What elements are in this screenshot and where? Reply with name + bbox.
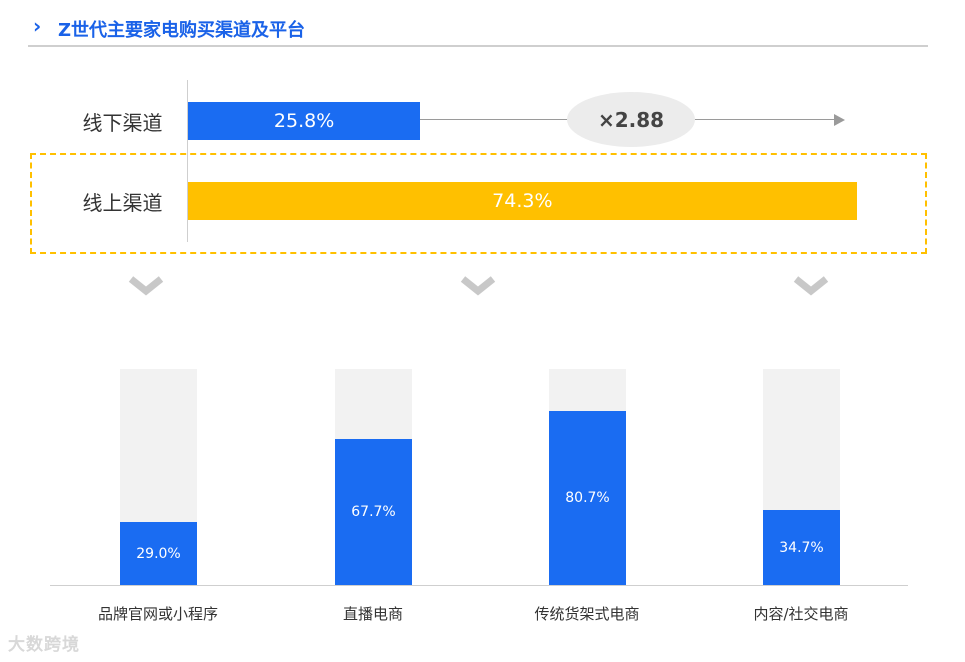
arrow-right-icon [834, 114, 845, 126]
bar-shelf-ecommerce-value: 80.7% [565, 489, 610, 506]
chevron-down-icon [460, 276, 496, 296]
bar-live-commerce-value: 67.7% [351, 503, 396, 520]
bar-live-commerce: 67.7% [335, 438, 412, 585]
category-label-online: 线上渠道 [82, 191, 163, 215]
bar-social-ecommerce-value: 34.7% [779, 539, 824, 556]
multiplier-badge: ×2.88 [567, 92, 695, 147]
page-title: Z世代主要家电购买渠道及平台 [58, 20, 306, 41]
category-label-live-commerce: 直播电商 [342, 605, 403, 623]
channel-axis-line [187, 80, 188, 242]
online-highlight-frame [30, 153, 927, 254]
title-divider [28, 45, 928, 47]
category-label-offline: 线下渠道 [82, 111, 163, 135]
bar-brand-site-value: 29.0% [136, 545, 181, 562]
page-header: › Z世代主要家电购买渠道及平台 [0, 0, 965, 50]
chevron-down-icon [793, 276, 829, 296]
bar-offline-value: 25.8% [273, 110, 335, 132]
bar-brand-site: 29.0% [120, 522, 197, 585]
category-label-social-ecommerce: 内容/社交电商 [753, 605, 849, 623]
bar-social-ecommerce: 34.7% [763, 510, 840, 585]
category-label-brand-site: 品牌官网或小程序 [97, 605, 218, 623]
bar-online-value: 74.3% [492, 190, 553, 212]
chevron-down-icon [128, 276, 164, 296]
watermark-logo: 大数跨境 [8, 635, 80, 655]
bar-online: 74.3% [188, 182, 857, 220]
platform-baseline [50, 585, 908, 586]
category-label-shelf-ecommerce: 传统货架式电商 [534, 605, 640, 623]
bar-offline: 25.8% [188, 102, 421, 140]
bar-shelf-ecommerce: 80.7% [549, 410, 626, 585]
title-chevron-icon: › [33, 14, 42, 38]
